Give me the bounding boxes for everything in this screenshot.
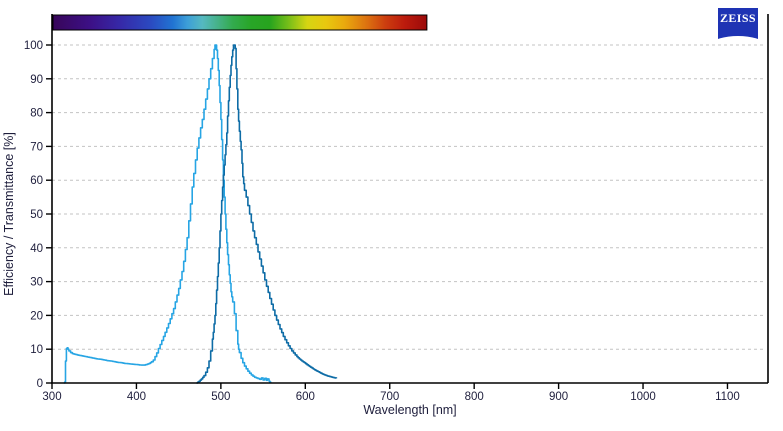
y-tick-label: 0 (37, 378, 43, 390)
y-tick-label: 90 (30, 74, 43, 86)
x-tick-label: 500 (211, 391, 230, 403)
y-tick-label: 80 (30, 108, 43, 120)
y-tick-label: 10 (30, 344, 43, 356)
x-tick-label: 900 (549, 391, 568, 403)
x-tick-label: 1000 (630, 391, 656, 403)
y-tick-label: 30 (30, 277, 43, 289)
y-tick-label: 100 (24, 40, 43, 52)
zeiss-logo-text: ZEISS (719, 11, 757, 25)
x-tick-label: 1100 (715, 391, 740, 403)
zeiss-logo-lens-icon (718, 36, 758, 42)
x-tick-label: 300 (42, 391, 61, 403)
x-tick-label: 600 (296, 391, 315, 403)
y-tick-label: 60 (30, 175, 43, 187)
excitation-spectrum-curve (63, 44, 272, 384)
x-tick-label: 700 (380, 391, 399, 403)
x-tick-label: 800 (465, 391, 484, 403)
axes (46, 14, 769, 389)
y-tick-label: 50 (30, 209, 43, 221)
zeiss-logo: ZEISS (718, 8, 758, 42)
x-axis-title: Wavelength [nm] (363, 403, 456, 417)
gridlines (52, 44, 766, 350)
y-tick-label: 20 (30, 310, 43, 322)
y-tick-label: 70 (30, 141, 43, 153)
x-tick-label: 400 (127, 391, 146, 403)
tick-labels: 300 400 500 600 700 800 900 1000 1100 0 10 20 30 40 50… (24, 40, 740, 403)
spectra-curves (63, 44, 338, 384)
emission-spectrum-curve (196, 44, 338, 384)
y-axis-title: Efficiency / Transmittance [%] (2, 132, 16, 296)
y-tick-label: 40 (30, 243, 43, 255)
visible-spectrum-colorbar (52, 14, 428, 31)
